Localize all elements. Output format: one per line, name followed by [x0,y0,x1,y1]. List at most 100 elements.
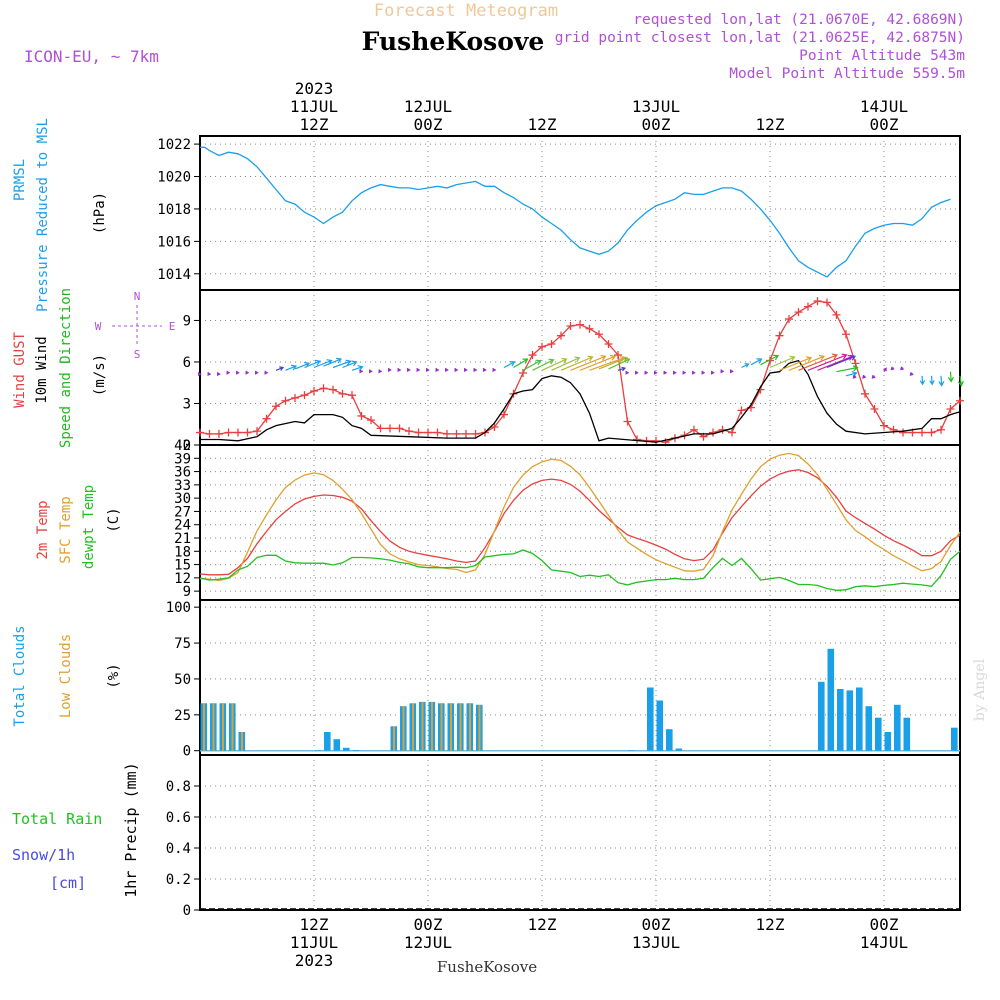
point-altitude: Point Altitude 543m [799,48,965,64]
y-tick-label: 50 [174,672,191,688]
total-cloud-bar [656,700,664,751]
wind-arrow [947,371,954,383]
gust-marker [414,428,423,437]
top-time-label: 00Z [414,115,443,134]
gust-marker [338,389,347,398]
wind-arrow [482,367,487,372]
wind-arrow [644,370,649,375]
gust-marker [205,429,214,438]
bottom-time-label: 12JUL [404,933,452,952]
y-tick-label: 100 [166,600,191,616]
wind-arrow [625,370,630,375]
snow-unit: [cm] [50,874,86,892]
gust-marker [443,429,451,438]
y-tick-label: 0.2 [166,872,191,888]
top-time-label: 13JUL [632,97,680,116]
wind-arrow [929,375,935,386]
wind-arrow [264,370,269,375]
y-tick-label: 30 [174,491,191,507]
panel-frame [199,754,961,911]
total-cloud-bar [856,687,863,751]
bottom-time-label: 2023 [295,951,334,970]
y-tick-label: 12 [174,571,191,587]
low-clouds-label: Low Clouds [58,634,74,718]
y-tick-label: 9 [183,584,191,600]
bottom-time-label: 12Z [528,915,557,934]
wind-arrow [570,354,607,371]
low-cloud-bar [431,701,433,751]
gust-marker [329,385,337,394]
low-cloud-bar [450,703,452,751]
wind-arrow [682,370,687,375]
bottom-time-label: 00Z [414,915,443,934]
total-cloud-bar [837,689,844,751]
wind-arrow [406,367,411,372]
gust-marker [690,425,698,434]
top-time-label: 12Z [756,115,785,134]
gust-marker [861,389,869,398]
wind-arrow [541,357,568,371]
clouds-unit: (%) [106,663,122,688]
model-altitude: Model Point Altitude 559.5m [729,66,965,82]
closest-coords: grid point closest lon,lat (21.0625E, 42… [555,30,965,46]
wind-arrow [503,361,516,369]
wind-arrow [663,370,668,375]
y-tick-label: 0.6 [166,810,191,826]
wind-arrow [798,353,839,371]
wind-arrow [691,370,696,375]
wind-arrow [387,367,392,372]
total-cloud-bar [827,648,835,751]
bottom-time-label: 12Z [756,915,785,934]
y-tick-label: 39 [174,451,191,467]
total-cloud-bar [314,750,322,751]
wind-arrow [634,370,639,375]
gust-marker [310,387,318,396]
bottom-time-label: 00Z [642,915,671,934]
gust-marker [452,429,461,438]
total-cloud-bar [846,690,854,751]
wind-arrow [750,358,763,366]
y-tick-label: 36 [174,465,191,481]
gust-marker [490,423,499,432]
gust-marker [595,330,603,339]
wind-arrow [883,367,887,373]
wind-arrow [197,372,202,377]
low-cloud-bar [440,703,443,751]
gust-marker [471,429,480,438]
wind-arrow [760,354,780,366]
gust-marker [614,351,622,360]
gust-marker [196,428,204,437]
wind-arrow [919,375,926,386]
wind-arrow [909,372,914,376]
wind-arrow [425,367,430,372]
wind-arrow [871,374,876,379]
bottom-time-label: 11JUL [290,933,338,952]
gust-marker [291,393,299,402]
wind-arrow [890,366,895,371]
gust-marker [633,435,641,444]
bottom-time-label: 13JUL [632,933,680,952]
gust-marker [376,424,385,433]
pressure-panel: 1014 1016 1018 1020 1022 [157,135,961,291]
gust-marker [281,396,290,405]
tsfc-label: SFC Temp [58,496,74,563]
wind-arrow [741,363,750,369]
wind-arrow [653,370,658,375]
location-title: FusheKosove [362,27,545,56]
wind-arrow [710,370,715,375]
y-tick-label: 15 [174,558,191,574]
gust-marker [557,331,565,340]
low-cloud-bar [241,732,243,751]
direction-label: Speed and Direction [58,288,74,448]
y-tick-label: 6 [183,355,191,371]
top-time-label: 12Z [300,115,329,134]
series-line [200,146,951,278]
low-cloud-bar [231,703,234,751]
gust-marker [367,416,375,425]
wind-arrow [235,370,240,375]
model-label: ICON-EU, ~ 7km [24,47,159,66]
gust-marker [851,359,860,368]
y-tick-label: 42 [174,438,191,454]
